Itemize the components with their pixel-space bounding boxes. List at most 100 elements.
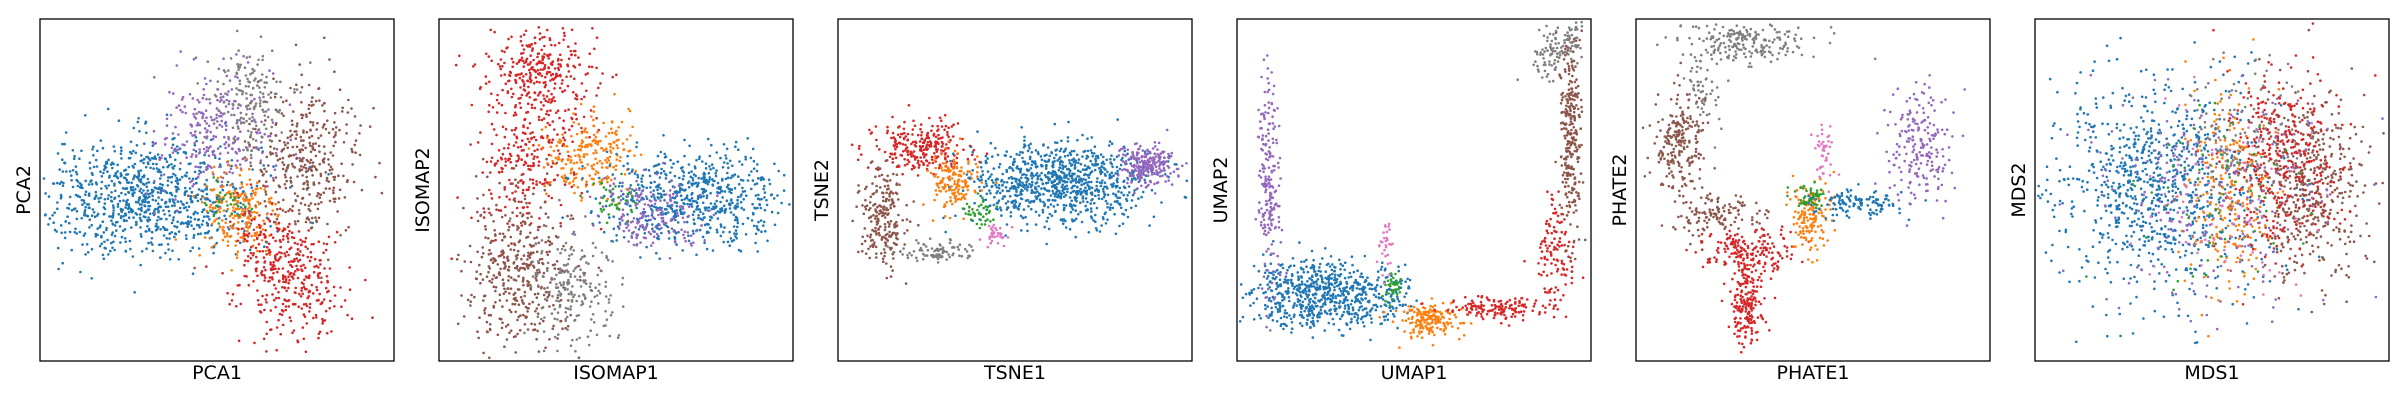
scatter-point [276,158,280,162]
scatter-point [546,70,549,74]
scatter-point [272,179,276,182]
scatter-point [610,194,614,197]
scatter-point [242,190,245,193]
scatter-point [582,279,585,282]
scatter-point [714,212,718,215]
scatter-point [251,115,254,119]
scatter-point [94,158,98,162]
scatter-point [736,198,739,202]
scatter-point [599,269,603,272]
scatter-point [265,332,269,336]
scatter-point [235,53,238,56]
scatter-point [547,194,550,198]
scatter-point [780,201,783,205]
scatter-point [679,208,682,211]
scatter-point [657,186,660,189]
scatter-point [188,177,191,180]
scatter-point [287,260,291,264]
scatter-point [116,220,119,224]
scatter-point [284,175,287,179]
scatter-point [635,141,639,144]
scatter-point [300,168,304,172]
scatter-point [597,86,600,90]
scatter-point [264,298,268,301]
scatter-point [311,142,315,146]
scatter-point [235,253,239,256]
scatter-point [173,235,176,239]
scatter-point [609,294,612,297]
scatter-point [56,207,59,211]
scatter-point [523,290,527,294]
scatter-point [512,167,516,170]
scatter-point [1068,161,1072,165]
scatter-point [705,230,709,234]
scatter-point [230,269,233,272]
scatter-point [251,189,255,192]
scatter-point [522,313,525,317]
scatter-point [1123,179,1126,183]
scatter-point [526,258,529,261]
scatter-point [56,152,60,155]
scatter-point [122,176,126,179]
scatter-point [265,81,268,84]
scatter-point [726,171,729,175]
scatter-point [555,72,558,76]
scatter-point [545,172,549,175]
scatter-point [540,48,543,52]
scatter-point [295,133,299,136]
scatter-point [139,263,142,267]
scatter-point [559,319,562,323]
scatter-point [534,309,537,313]
scatter-point [582,271,585,275]
scatter-point [703,206,707,209]
scatter-point [535,250,539,254]
scatter-point [1000,178,1004,182]
scatter-point [508,308,511,312]
scatter-point [684,240,687,243]
scatter-point [549,109,552,112]
scatter-point [94,232,98,236]
scatter-point [311,292,315,295]
scatter-point [228,190,231,193]
scatter-point [575,172,578,176]
scatter-point [559,251,562,255]
scatter-point [605,147,608,150]
scatter-point [533,328,537,331]
scatter-point [308,259,312,263]
scatter-point [272,165,275,168]
scatter-point [1084,197,1088,200]
scatter-point [612,215,615,218]
scatter-point [247,200,250,203]
scatter-point [300,289,303,292]
scatter-point [687,171,691,175]
scatter-point [295,264,298,268]
scatter-point [699,195,703,199]
scatter-point [325,275,329,278]
scatter-point [573,233,577,236]
scatter-point [723,190,727,193]
scatter-point [250,100,254,103]
scatter-point [262,184,265,187]
scatter-point [236,125,240,128]
scatter-point [566,63,569,66]
scatter-point [613,141,616,144]
scatter-point [652,189,655,192]
scatter-point [155,167,159,170]
scatter-point [127,210,131,214]
scatter-point [523,331,526,335]
scatter-point [649,181,653,184]
scatter-point [664,155,668,158]
scatter-point [224,92,227,95]
scatter-point [309,250,313,254]
scatter-point [598,291,602,295]
scatter-point [180,98,184,101]
scatter-point [250,245,253,249]
scatter-point [148,218,152,222]
scatter-point [493,233,497,236]
scatter-point [501,278,505,282]
scatter-point [110,191,113,194]
scatter-point [484,236,487,239]
scatter-point [727,166,730,170]
scatter-point [602,149,605,152]
scatter-point [144,198,147,202]
